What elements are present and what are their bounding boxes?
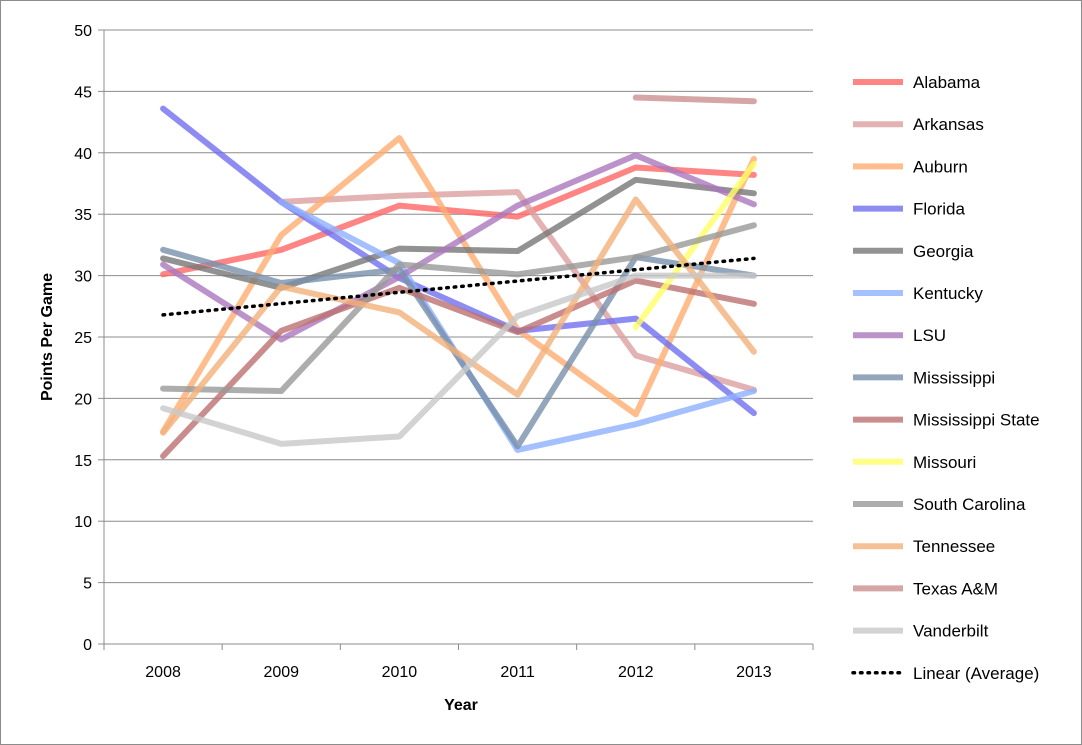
series-line-south-carolina bbox=[160, 222, 757, 395]
x-axis-title: Year bbox=[444, 697, 478, 714]
series-line-auburn bbox=[160, 135, 757, 435]
y-axis-title: Points Per Game bbox=[39, 273, 56, 401]
x-tick-label: 2008 bbox=[145, 664, 181, 681]
legend-label-mississippi: Mississippi bbox=[913, 368, 995, 387]
series-line-texas-a-m bbox=[632, 94, 757, 105]
series-line-kentucky bbox=[278, 198, 757, 453]
series-line-arkansas bbox=[278, 189, 757, 393]
legend: Alabama Arkansas Auburn Florida Georgia Kentu… bbox=[851, 73, 1040, 683]
y-tick-label: 30 bbox=[74, 269, 92, 286]
legend-label-alabama: Alabama bbox=[913, 73, 981, 92]
legend-label-linear-average: Linear (Average) bbox=[913, 664, 1039, 683]
y-tick-label: 50 bbox=[74, 23, 92, 40]
legend-label-georgia: Georgia bbox=[913, 242, 974, 261]
legend-label-kentucky: Kentucky bbox=[913, 284, 983, 303]
y-tick-label: 5 bbox=[83, 576, 92, 593]
y-tick-label: 15 bbox=[74, 453, 92, 470]
axes: 0 5 10 15 20 25 30 35 40 45 50 2008 2009 2010 2011 2012… bbox=[74, 23, 814, 681]
y-tick-label: 25 bbox=[74, 330, 92, 347]
legend-label-south-carolina: South Carolina bbox=[913, 495, 1026, 514]
trendline-linear-average bbox=[161, 256, 756, 317]
legend-label-auburn: Auburn bbox=[913, 157, 968, 176]
legend-label-tennessee: Tennessee bbox=[913, 537, 995, 556]
series-line-vanderbilt bbox=[160, 272, 757, 447]
y-tick-label: 35 bbox=[74, 207, 92, 224]
x-tick-label: 2012 bbox=[618, 664, 654, 681]
legend-label-lsu: LSU bbox=[913, 326, 946, 345]
legend-label-arkansas: Arkansas bbox=[913, 115, 984, 134]
series-line-missouri bbox=[632, 160, 757, 331]
x-tick-label: 2011 bbox=[500, 664, 535, 681]
x-tick-label: 2010 bbox=[382, 664, 418, 681]
legend-label-florida: Florida bbox=[913, 200, 966, 219]
legend-label-mississippi-state: Mississippi State bbox=[913, 411, 1040, 430]
series-line-tennessee bbox=[160, 196, 757, 436]
legend-label-texas-a-m: Texas A&M bbox=[913, 579, 998, 598]
series-line-alabama bbox=[160, 164, 757, 278]
y-tick-label: 40 bbox=[74, 146, 92, 163]
legend-label-missouri: Missouri bbox=[913, 453, 976, 472]
y-tick-label: 45 bbox=[74, 84, 92, 101]
series-line-mississippi-state bbox=[160, 277, 757, 460]
series-line-lsu bbox=[160, 152, 757, 343]
series-line-mississippi bbox=[160, 246, 757, 450]
series-lines bbox=[160, 94, 757, 460]
legend-label-vanderbilt: Vanderbilt bbox=[913, 622, 989, 641]
series-line-florida bbox=[160, 105, 757, 417]
y-tick-label: 10 bbox=[74, 514, 92, 531]
y-tick-label: 20 bbox=[74, 391, 92, 408]
x-tick-label: 2013 bbox=[736, 664, 772, 681]
x-tick-label: 2009 bbox=[263, 664, 299, 681]
y-tick-label: 0 bbox=[83, 637, 92, 654]
series-line-georgia bbox=[160, 176, 757, 291]
